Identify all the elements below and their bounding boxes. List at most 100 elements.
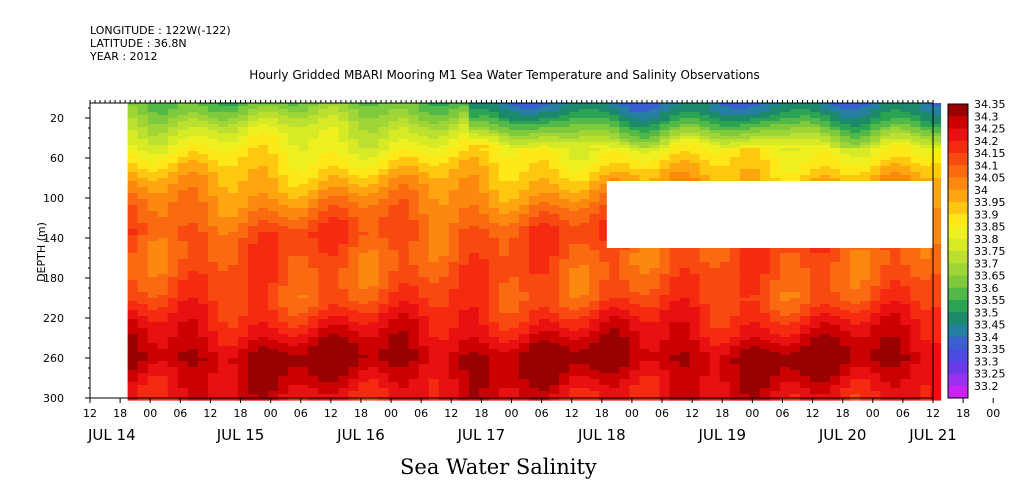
heatmap-cell	[288, 364, 299, 368]
heatmap-cell	[328, 379, 339, 383]
heatmap-cell	[127, 181, 139, 185]
heatmap-cell	[268, 274, 279, 278]
heatmap-cell	[579, 316, 590, 320]
heatmap-cell	[398, 361, 410, 365]
heatmap-cell	[207, 286, 219, 290]
heatmap-cell	[197, 112, 209, 116]
heatmap-cell	[278, 379, 289, 383]
heatmap-cell	[609, 322, 620, 326]
heatmap-cell	[398, 262, 410, 266]
heatmap-cell	[328, 205, 339, 209]
heatmap-cell	[348, 397, 360, 401]
heatmap-cell	[448, 229, 460, 233]
heatmap-cell	[137, 154, 149, 158]
heatmap-cell	[278, 271, 289, 275]
heatmap-cell	[498, 178, 510, 182]
heatmap-cell	[519, 361, 530, 365]
heatmap-cell	[398, 247, 410, 251]
heatmap-cell	[408, 298, 420, 302]
heatmap-cell	[167, 160, 179, 164]
heatmap-cell	[388, 202, 400, 206]
heatmap-cell	[348, 172, 360, 176]
heatmap-cell	[599, 298, 610, 302]
heatmap-cell	[318, 295, 329, 299]
heatmap-cell	[539, 238, 550, 242]
heatmap-cell	[268, 196, 279, 200]
heatmap-cell	[248, 211, 259, 215]
heatmap-cell	[258, 202, 269, 206]
heatmap-cell	[418, 142, 430, 146]
heatmap-cell	[488, 112, 500, 116]
heatmap-cell	[238, 298, 249, 302]
heatmap-cell	[358, 238, 370, 242]
heatmap-cell	[268, 115, 279, 119]
heatmap-cell	[579, 241, 590, 245]
heatmap-cell	[609, 343, 620, 347]
heatmap-cell	[438, 163, 450, 167]
heatmap-cell	[508, 316, 520, 320]
heatmap-cell	[418, 229, 430, 233]
heatmap-cell	[197, 274, 209, 278]
heatmap-cell	[498, 133, 510, 137]
heatmap-cell	[298, 349, 309, 353]
heatmap-cell	[278, 256, 289, 260]
heatmap-cell	[217, 361, 229, 365]
heatmap-cell	[458, 304, 470, 308]
heatmap-cell	[348, 118, 360, 122]
heatmap-cell	[238, 289, 249, 293]
heatmap-cell	[348, 169, 360, 173]
heatmap-cell	[579, 349, 590, 353]
heatmap-cell	[508, 361, 520, 365]
heatmap-cell	[378, 376, 390, 380]
heatmap-cell	[519, 271, 530, 275]
heatmap-cell	[498, 124, 510, 128]
heatmap-cell	[187, 151, 199, 155]
heatmap-cell	[619, 247, 631, 251]
heatmap-cell	[238, 106, 249, 110]
heatmap-cell	[428, 253, 440, 257]
heatmap-cell	[529, 148, 540, 152]
heatmap-cell	[147, 181, 159, 185]
heatmap-cell	[589, 259, 600, 263]
heatmap-cell	[358, 166, 370, 170]
heatmap-cell	[438, 157, 450, 161]
heatmap-cell	[147, 379, 159, 383]
heatmap-cell	[338, 133, 350, 137]
heatmap-cell	[629, 106, 641, 110]
heatmap-cell	[629, 163, 641, 167]
heatmap-cell	[508, 160, 520, 164]
heatmap-cell	[318, 157, 329, 161]
heatmap-cell	[579, 205, 590, 209]
heatmap-cell	[559, 244, 570, 248]
heatmap-cell	[278, 277, 289, 281]
heatmap-cell	[589, 358, 600, 362]
heatmap-cell	[348, 103, 360, 107]
heatmap-cell	[388, 313, 400, 317]
heatmap-cell	[308, 166, 319, 170]
heatmap-cell	[278, 124, 289, 128]
heatmap-cell	[167, 382, 179, 386]
heatmap-cell	[458, 268, 470, 272]
heatmap-cell	[358, 157, 370, 161]
heatmap-cell	[408, 103, 420, 107]
heatmap-cell	[318, 202, 329, 206]
heatmap-cell	[238, 268, 249, 272]
heatmap-cell	[308, 106, 319, 110]
heatmap-cell	[348, 127, 360, 131]
heatmap-cell	[478, 307, 490, 311]
heatmap-cell	[147, 313, 159, 317]
heatmap-cell	[248, 268, 259, 272]
heatmap-cell	[227, 343, 239, 347]
heatmap-cell	[207, 349, 219, 353]
heatmap-cell	[438, 346, 450, 350]
heatmap-cell	[368, 394, 380, 398]
heatmap-cell	[549, 205, 560, 209]
heatmap-cell	[589, 226, 600, 230]
heatmap-cell	[288, 292, 299, 296]
heatmap-cell	[589, 250, 600, 254]
heatmap-cell	[167, 217, 179, 221]
heatmap-cell	[589, 163, 600, 167]
heatmap-cell	[137, 385, 149, 389]
heatmap-cell	[298, 283, 309, 287]
heatmap-cell	[177, 256, 189, 260]
